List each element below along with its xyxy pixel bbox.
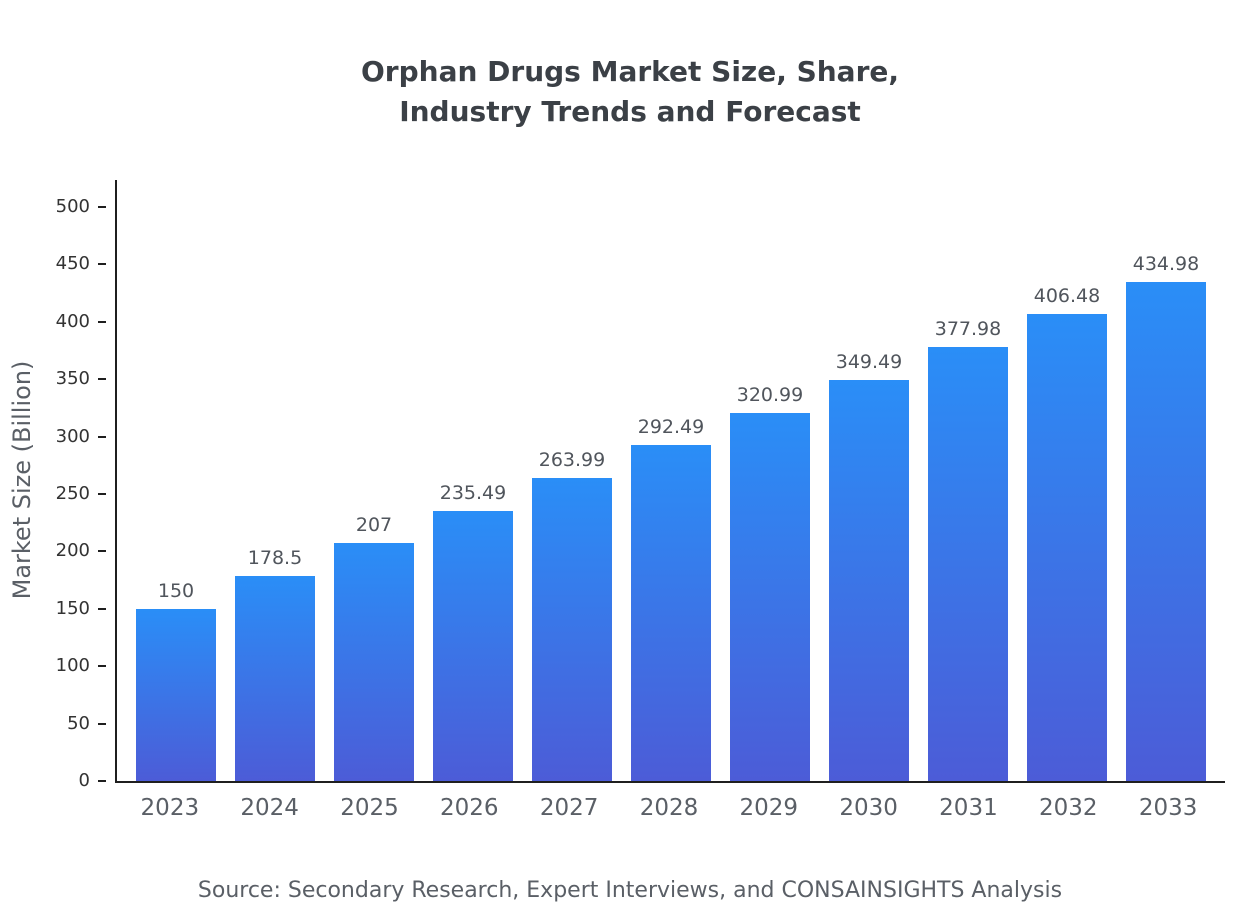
x-axis-labels: 2023 2024 2025 2026 2027 2028 2029 2030 2031 2032… xyxy=(115,795,1223,821)
x-tick-label: 2030 xyxy=(839,795,898,821)
bar xyxy=(136,608,216,781)
x-tick-label: 2027 xyxy=(539,795,599,821)
bar xyxy=(1027,314,1107,781)
bar-group: 207 xyxy=(334,180,414,781)
bar-value-label: 406.48 xyxy=(1033,285,1101,308)
y-tick-mark xyxy=(98,263,106,266)
y-tick-label: 50 xyxy=(67,712,90,734)
y-tick-label: 400 xyxy=(55,310,90,332)
bar-value-label: 434.98 xyxy=(1132,252,1200,275)
y-tick-label: 150 xyxy=(55,597,90,619)
y-tick-label: 0 xyxy=(78,770,90,791)
source-caption: Source: Secondary Research, Expert Inter… xyxy=(197,878,1063,903)
bar-group: 434.98 xyxy=(1126,180,1206,781)
bar xyxy=(334,543,414,781)
bar xyxy=(1126,281,1206,781)
chart-title: Orphan Drugs Market Size, Share, Industr… xyxy=(0,52,1260,132)
y-tick-mark xyxy=(98,378,106,381)
y-tick-mark xyxy=(98,493,106,495)
x-tick-label: 2025 xyxy=(340,795,399,821)
bar xyxy=(829,379,909,781)
y-axis-ticks: 0 50 100 150 200 250 300 350 400 450 500 xyxy=(0,180,106,791)
chart-area: Market Size (Billion) 0 50 100 150 200 250 300… xyxy=(0,180,1260,840)
y-tick-mark xyxy=(98,780,106,782)
bar-group: 377.98 xyxy=(928,180,1008,781)
bar-group: 320.99 xyxy=(730,180,810,781)
y-tick-mark xyxy=(98,435,106,438)
y-tick-mark xyxy=(98,550,106,553)
bar-group: 349.49 xyxy=(829,180,909,781)
bar-group: 263.99 xyxy=(532,180,612,781)
bar-value-label: 150 xyxy=(157,579,195,602)
bar-value-label: 292.49 xyxy=(637,416,705,439)
bar-value-label: 235.49 xyxy=(439,481,507,504)
y-tick-label: 300 xyxy=(55,425,90,447)
bar-value-label: 349.49 xyxy=(835,350,903,373)
bar xyxy=(532,477,612,781)
y-tick-mark xyxy=(98,722,106,725)
bar xyxy=(631,445,711,781)
plot-area: 150 178.5 207 235.49 263.99 292.49 320.99 349.4… xyxy=(115,180,1225,783)
x-tick-label: 2028 xyxy=(639,795,699,821)
x-tick-label: 2032 xyxy=(1039,795,1098,821)
bar-value-label: 263.99 xyxy=(538,448,606,471)
y-tick-label: 450 xyxy=(55,253,90,275)
bar-group: 292.49 xyxy=(631,180,711,781)
y-tick-label: 200 xyxy=(55,540,90,562)
bar-value-label: 320.99 xyxy=(736,383,804,406)
y-tick-label: 500 xyxy=(55,196,90,217)
bar xyxy=(235,576,315,781)
y-tick-mark xyxy=(98,206,106,208)
bar-group: 235.49 xyxy=(433,180,513,781)
bar-value-label: 377.98 xyxy=(934,318,1002,341)
chart-title-line-1: Orphan Drugs Market Size, Share, xyxy=(360,55,900,88)
y-tick-label: 250 xyxy=(55,483,90,504)
bar-value-label: 207 xyxy=(355,514,393,537)
x-tick-label: 2024 xyxy=(240,795,299,821)
bar-group: 150 xyxy=(136,180,216,781)
bar-group: 178.5 xyxy=(235,180,315,781)
bar xyxy=(730,412,810,781)
x-tick-label: 2029 xyxy=(739,795,799,821)
bar xyxy=(433,510,513,781)
x-tick-label: 2023 xyxy=(140,795,200,821)
bar-series: 150 178.5 207 235.49 263.99 292.49 320.99 349.4… xyxy=(117,180,1225,781)
x-tick-label: 2033 xyxy=(1138,795,1198,821)
y-tick-mark xyxy=(98,665,106,668)
x-tick-label: 2031 xyxy=(939,795,998,821)
y-tick-label: 100 xyxy=(55,655,90,677)
bar-value-label: 178.5 xyxy=(247,547,303,570)
bar-group: 406.48 xyxy=(1027,180,1107,781)
chart-title-line-2: Industry Trends and Forecast xyxy=(399,94,861,128)
y-tick-mark xyxy=(98,607,106,610)
y-tick-label: 350 xyxy=(55,368,90,390)
y-tick-mark xyxy=(98,320,106,323)
bar xyxy=(928,347,1008,781)
x-tick-label: 2026 xyxy=(440,795,499,821)
